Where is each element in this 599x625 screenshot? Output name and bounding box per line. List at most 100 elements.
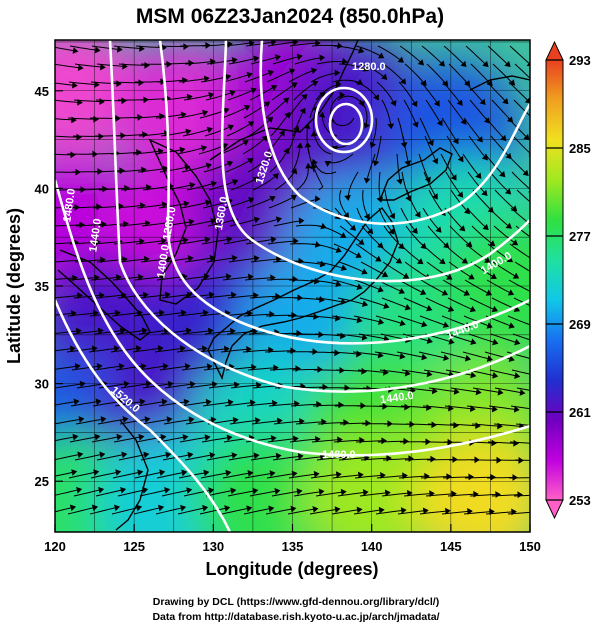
streamline (511, 369, 530, 375)
streamline-arrowhead (180, 309, 187, 317)
streamline-arrowhead (95, 398, 102, 406)
streamline-arrowhead (488, 240, 496, 247)
streamline (403, 297, 432, 311)
streamline-arrowhead (335, 471, 342, 479)
streamline (264, 350, 296, 353)
streamline (514, 459, 530, 461)
streamline-arrowhead (159, 273, 166, 281)
streamline (382, 458, 414, 461)
streamline (55, 347, 75, 352)
streamline-arrowhead (204, 236, 211, 244)
streamline-arrowhead (189, 380, 196, 388)
streamline-arrowhead (116, 433, 123, 441)
streamline-arrowhead (253, 255, 260, 262)
streamline (96, 258, 127, 263)
streamline-arrowhead (250, 87, 257, 94)
streamline-arrowhead (404, 369, 411, 377)
streamline (135, 436, 166, 443)
streamline (469, 493, 501, 497)
streamline-arrowhead (336, 42, 343, 50)
streamline-arrowhead (507, 289, 515, 296)
streamline-arrowhead (201, 345, 208, 353)
streamline (70, 206, 102, 209)
streamline-arrowhead (71, 469, 78, 476)
streamline (120, 186, 151, 191)
streamline-arrowhead (312, 80, 319, 87)
streamline-arrowhead (439, 258, 446, 265)
streamline (490, 333, 520, 344)
streamline-arrowhead (122, 62, 128, 70)
streamline (427, 423, 459, 427)
streamline-arrowhead (356, 283, 363, 291)
streamline-arrowhead (227, 399, 234, 406)
streamline (469, 99, 490, 124)
streamline-arrowhead (290, 505, 297, 513)
streamline (186, 383, 217, 389)
streamline (487, 441, 519, 444)
streamline (115, 168, 146, 173)
streamline-arrowhead (233, 381, 240, 389)
streamline (315, 83, 341, 101)
streamline (252, 173, 279, 191)
streamline-arrowhead (145, 380, 152, 388)
streamline-arrowhead (164, 487, 171, 494)
streamline (450, 387, 481, 394)
streamline (95, 99, 126, 102)
streamline-arrowhead (313, 470, 320, 478)
streamline (419, 510, 450, 515)
streamline (185, 418, 216, 425)
streamline (404, 261, 431, 280)
streamline-arrowhead (164, 291, 171, 299)
streamline (135, 239, 166, 245)
streamline-arrowhead (361, 300, 369, 308)
streamline (132, 347, 163, 353)
streamline (378, 171, 382, 202)
streamline-arrowhead (491, 305, 498, 313)
streamline (208, 383, 239, 389)
streamline-arrowhead (513, 305, 521, 313)
streamline (377, 440, 408, 443)
streamline (287, 94, 308, 119)
streamline (155, 113, 186, 119)
streamline-arrowhead (463, 289, 470, 296)
streamline (265, 314, 296, 317)
streamline (447, 297, 476, 312)
streamline (186, 182, 217, 191)
streamline-arrowhead (377, 52, 385, 59)
streamline-arrowhead (291, 82, 298, 89)
streamline-arrowhead (317, 365, 323, 373)
streamline-arrowhead (99, 292, 105, 299)
streamline (443, 243, 468, 264)
streamline (271, 490, 302, 497)
streamline-arrowhead (93, 469, 100, 476)
streamline (160, 130, 191, 137)
streamline-arrowhead (513, 405, 520, 413)
streamline (199, 507, 230, 515)
streamline-arrowhead (321, 418, 327, 426)
streamline (90, 276, 121, 281)
streamline (139, 488, 170, 497)
streamline-arrowhead (186, 487, 193, 494)
streamline-arrowhead (356, 316, 363, 324)
streamline (162, 257, 193, 263)
streamline (418, 351, 449, 360)
streamline-arrowhead (475, 388, 482, 396)
streamline (487, 45, 511, 67)
streamline (244, 472, 275, 479)
streamline-arrowhead (383, 335, 390, 342)
streamline-arrowhead (208, 291, 215, 299)
streamline (243, 313, 274, 317)
streamline-arrowhead (297, 453, 304, 460)
streamline (119, 222, 150, 227)
colorbar-ticks: 253 261 269 277 285 293 (546, 53, 591, 508)
streamline-arrowhead (511, 239, 519, 246)
streamline-arrowhead (263, 101, 271, 108)
streamline (134, 471, 165, 479)
streamline (288, 69, 317, 83)
streamline-arrowhead (426, 337, 433, 344)
streamline (376, 81, 396, 106)
streamline (507, 315, 530, 326)
streamline-arrowhead (311, 158, 318, 166)
streamline-arrowhead (231, 254, 238, 262)
streamline-arrowhead (77, 451, 84, 459)
